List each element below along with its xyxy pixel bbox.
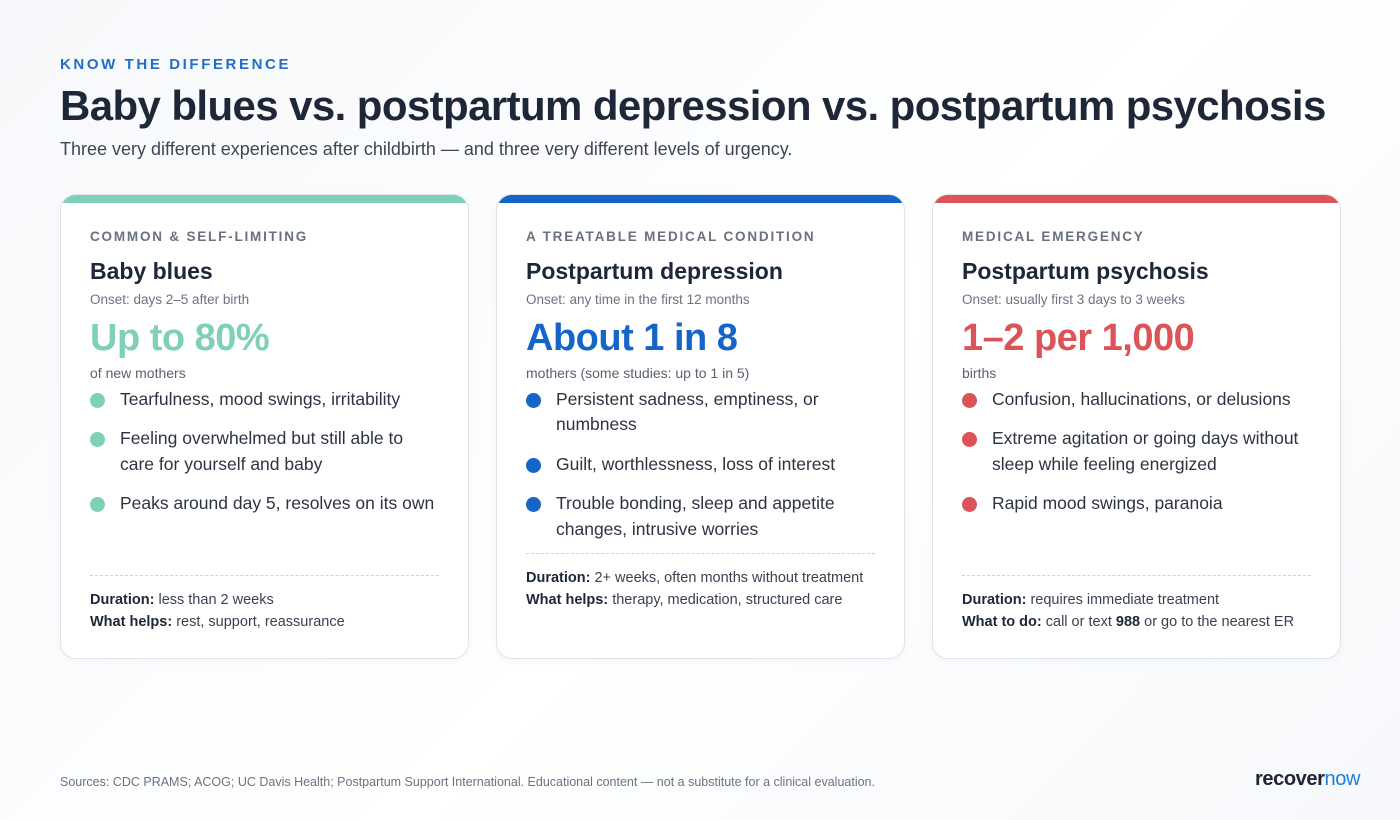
condition-name: Postpartum psychosis: [962, 258, 1209, 284]
symptom-item: Extreme agitation or going days without …: [962, 426, 1311, 477]
logo-word-now: now: [1324, 768, 1361, 790]
help-label: What to do:: [962, 614, 1042, 630]
bullet-dot-icon: [962, 392, 977, 408]
card-baby-blues: COMMON & SELF-LIMITING Baby blues Onset:…: [60, 194, 469, 659]
brand-logo: recovernow: [1255, 768, 1360, 791]
duration-label: Duration:: [962, 592, 1027, 608]
bullet-dot-icon: [90, 497, 105, 513]
header: KNOW THE DIFFERENCE Baby blues vs. postp…: [60, 56, 1340, 160]
help-value: therapy, medication, structured care: [612, 592, 843, 608]
onset-text: Onset: usually first 3 days to 3 weeks: [962, 292, 1185, 307]
symptom-text: Tearfulness, mood swings, irritability: [120, 388, 401, 409]
bullet-dot-icon: [962, 432, 977, 448]
duration-value: requires immediate treatment: [1030, 592, 1220, 608]
symptom-text: Trouble bonding, sleep and appetite chan…: [556, 493, 835, 539]
prevalence-stat: About 1 in 8: [526, 317, 738, 359]
symptom-text: Confusion, hallucinations, or delusions: [992, 388, 1291, 409]
card-meta: Duration: less than 2 weeks What helps: …: [90, 589, 439, 633]
card-accent-bar: [497, 195, 904, 203]
bullet-dot-icon: [526, 497, 541, 513]
bullet-dot-icon: [90, 432, 105, 448]
symptom-text: Peaks around day 5, resolves on its own: [120, 493, 435, 514]
condition-name: Baby blues: [90, 258, 213, 284]
help-value-post: or go to the nearest ER: [1144, 614, 1295, 630]
help-value-pre: call or text: [1045, 614, 1112, 630]
help-value: rest, support, reassurance: [176, 614, 345, 630]
bullet-dot-icon: [90, 392, 105, 408]
symptom-text: Rapid mood swings, paranoia: [992, 493, 1223, 514]
symptom-item: Tearfulness, mood swings, irritability: [90, 387, 439, 413]
card-meta: Duration: requires immediate treatment W…: [962, 589, 1311, 633]
card-meta: Duration: 2+ weeks, often months without…: [526, 567, 875, 611]
help-line: What helps: therapy, medication, structu…: [526, 589, 875, 611]
prevalence-caption: mothers (some studies: up to 1 in 5): [526, 364, 750, 381]
symptom-item: Feeling overwhelmed but still able to ca…: [90, 426, 439, 477]
duration-label: Duration:: [90, 592, 155, 608]
symptom-list: Tearfulness, mood swings, irritability F…: [90, 387, 439, 517]
symptom-item: Trouble bonding, sleep and appetite chan…: [526, 491, 875, 542]
card-accent-bar: [61, 195, 468, 203]
symptom-item: Rapid mood swings, paranoia: [962, 491, 1311, 517]
duration-value: less than 2 weeks: [158, 592, 274, 608]
onset-text: Onset: days 2–5 after birth: [90, 292, 250, 307]
onset-text: Onset: any time in the first 12 months: [526, 292, 750, 307]
symptom-text: Guilt, worthlessness, loss of interest: [556, 453, 836, 474]
duration-label: Duration:: [526, 570, 591, 586]
card-divider: [962, 575, 1311, 576]
prevalence-caption: of new mothers: [90, 364, 186, 381]
duration-line: Duration: less than 2 weeks: [90, 589, 439, 611]
help-line: What helps: rest, support, reassurance: [90, 611, 439, 633]
prevalence-stat: Up to 80%: [90, 317, 270, 359]
symptom-item: Peaks around day 5, resolves on its own: [90, 491, 439, 517]
symptom-item: Persistent sadness, emptiness, or numbne…: [526, 387, 875, 438]
card-kicker: A TREATABLE MEDICAL CONDITION: [526, 229, 816, 244]
symptom-item: Confusion, hallucinations, or delusions: [962, 387, 1311, 413]
card-accent-bar: [933, 195, 1340, 203]
eyebrow-label: KNOW THE DIFFERENCE: [60, 56, 292, 73]
duration-line: Duration: requires immediate treatment: [962, 589, 1311, 611]
prevalence-stat: 1–2 per 1,000: [962, 317, 1195, 359]
symptom-text: Extreme agitation or going days without …: [992, 428, 1299, 474]
condition-name: Postpartum depression: [526, 258, 783, 284]
bullet-dot-icon: [526, 392, 541, 408]
bullet-dot-icon: [962, 497, 977, 513]
help-line: What to do: call or text 988 or go to th…: [962, 611, 1311, 633]
duration-value: 2+ weeks, often months without treatment: [594, 570, 864, 586]
card-divider: [90, 575, 439, 576]
card-kicker: MEDICAL EMERGENCY: [962, 229, 1145, 244]
logo-word-recover: recover: [1255, 768, 1325, 790]
bullet-dot-icon: [526, 457, 541, 473]
comparison-cards: COMMON & SELF-LIMITING Baby blues Onset:…: [60, 194, 1341, 659]
symptom-item: Guilt, worthlessness, loss of interest: [526, 452, 875, 478]
card-postpartum-psychosis: MEDICAL EMERGENCY Postpartum psychosis O…: [932, 194, 1341, 659]
crisis-line-number: 988: [1115, 614, 1141, 630]
symptom-text: Feeling overwhelmed but still able to ca…: [120, 428, 404, 474]
help-label: What helps:: [526, 592, 609, 608]
symptom-list: Persistent sadness, emptiness, or numbne…: [526, 387, 875, 543]
symptom-list: Confusion, hallucinations, or delusions …: [962, 387, 1311, 517]
page-subtitle: Three very different experiences after c…: [60, 139, 793, 160]
card-kicker: COMMON & SELF-LIMITING: [90, 229, 309, 244]
help-label: What helps:: [90, 614, 173, 630]
page-title: Baby blues vs. postpartum depression vs.…: [60, 82, 1326, 129]
prevalence-caption: births: [962, 364, 997, 381]
card-postpartum-depression: A TREATABLE MEDICAL CONDITION Postpartum…: [496, 194, 905, 659]
duration-line: Duration: 2+ weeks, often months without…: [526, 567, 875, 589]
sources-footnote: Sources: CDC PRAMS; ACOG; UC Davis Healt…: [60, 775, 875, 789]
card-divider: [526, 553, 875, 554]
symptom-text: Persistent sadness, emptiness, or numbne…: [556, 388, 819, 435]
